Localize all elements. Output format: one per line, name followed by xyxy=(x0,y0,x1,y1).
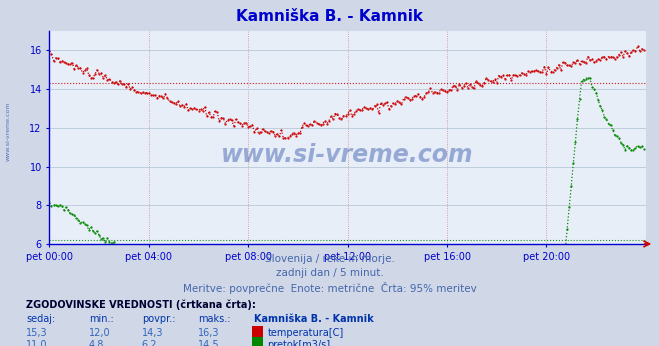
Text: 12,0: 12,0 xyxy=(89,328,111,338)
Text: min.:: min.: xyxy=(89,314,114,324)
Text: 16,3: 16,3 xyxy=(198,328,219,338)
Text: povpr.:: povpr.: xyxy=(142,314,175,324)
Text: 14,3: 14,3 xyxy=(142,328,163,338)
Text: temperatura[C]: temperatura[C] xyxy=(268,328,344,338)
Text: Kamniška B. - Kamnik: Kamniška B. - Kamnik xyxy=(254,314,374,324)
Text: pretok[m3/s]: pretok[m3/s] xyxy=(268,340,331,346)
Text: ZGODOVINSKE VREDNOSTI (črtkana črta):: ZGODOVINSKE VREDNOSTI (črtkana črta): xyxy=(26,299,256,310)
Text: Slovenija / reke in morje.: Slovenija / reke in morje. xyxy=(264,254,395,264)
Text: 14,5: 14,5 xyxy=(198,340,219,346)
Text: www.si-vreme.com: www.si-vreme.com xyxy=(5,102,11,161)
Text: Kamniška B. - Kamnik: Kamniška B. - Kamnik xyxy=(236,9,423,24)
Text: www.si-vreme.com: www.si-vreme.com xyxy=(221,143,474,166)
Text: 4,8: 4,8 xyxy=(89,340,104,346)
Text: 6,2: 6,2 xyxy=(142,340,158,346)
Text: maks.:: maks.: xyxy=(198,314,230,324)
Text: Meritve: povprečne  Enote: metrične  Črta: 95% meritev: Meritve: povprečne Enote: metrične Črta:… xyxy=(183,282,476,294)
Text: 15,3: 15,3 xyxy=(26,328,48,338)
Text: 11,0: 11,0 xyxy=(26,340,48,346)
Text: sedaj:: sedaj: xyxy=(26,314,55,324)
Text: zadnji dan / 5 minut.: zadnji dan / 5 minut. xyxy=(275,268,384,278)
